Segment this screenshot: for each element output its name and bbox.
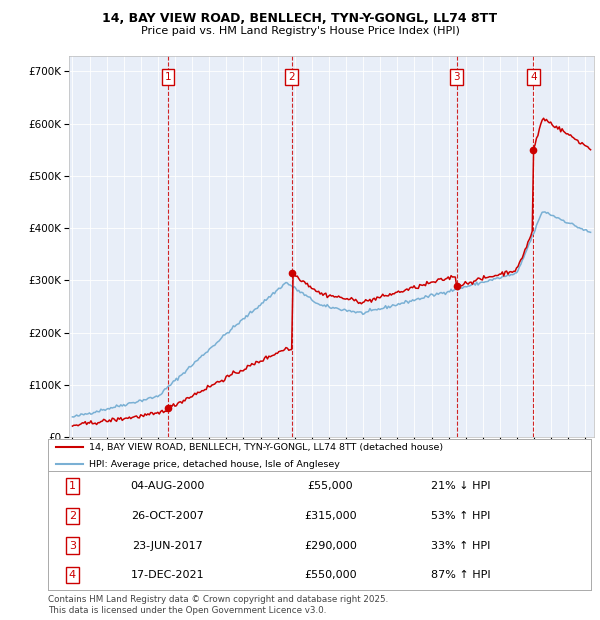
Text: 04-AUG-2000: 04-AUG-2000 (130, 481, 205, 491)
Text: £315,000: £315,000 (304, 511, 356, 521)
Text: 14, BAY VIEW ROAD, BENLLECH, TYN-Y-GONGL, LL74 8TT: 14, BAY VIEW ROAD, BENLLECH, TYN-Y-GONGL… (103, 12, 497, 25)
Text: 3: 3 (454, 72, 460, 82)
Text: 4: 4 (69, 570, 76, 580)
Text: 3: 3 (69, 541, 76, 551)
Text: 2: 2 (69, 511, 76, 521)
Text: 17-DEC-2021: 17-DEC-2021 (131, 570, 204, 580)
Text: HPI: Average price, detached house, Isle of Anglesey: HPI: Average price, detached house, Isle… (89, 459, 340, 469)
Text: Price paid vs. HM Land Registry's House Price Index (HPI): Price paid vs. HM Land Registry's House … (140, 26, 460, 36)
Text: 1: 1 (165, 72, 172, 82)
Text: £290,000: £290,000 (304, 541, 357, 551)
Text: 23-JUN-2017: 23-JUN-2017 (132, 541, 203, 551)
Text: Contains HM Land Registry data © Crown copyright and database right 2025.
This d: Contains HM Land Registry data © Crown c… (48, 595, 388, 614)
Text: 26-OCT-2007: 26-OCT-2007 (131, 511, 204, 521)
Text: £550,000: £550,000 (304, 570, 356, 580)
Text: 1: 1 (69, 481, 76, 491)
Text: 33% ↑ HPI: 33% ↑ HPI (431, 541, 490, 551)
Text: 87% ↑ HPI: 87% ↑ HPI (431, 570, 490, 580)
Text: 21% ↓ HPI: 21% ↓ HPI (431, 481, 490, 491)
Text: 4: 4 (530, 72, 537, 82)
Text: 53% ↑ HPI: 53% ↑ HPI (431, 511, 490, 521)
Text: £55,000: £55,000 (308, 481, 353, 491)
Text: 14, BAY VIEW ROAD, BENLLECH, TYN-Y-GONGL, LL74 8TT (detached house): 14, BAY VIEW ROAD, BENLLECH, TYN-Y-GONGL… (89, 443, 443, 451)
Text: 2: 2 (289, 72, 295, 82)
